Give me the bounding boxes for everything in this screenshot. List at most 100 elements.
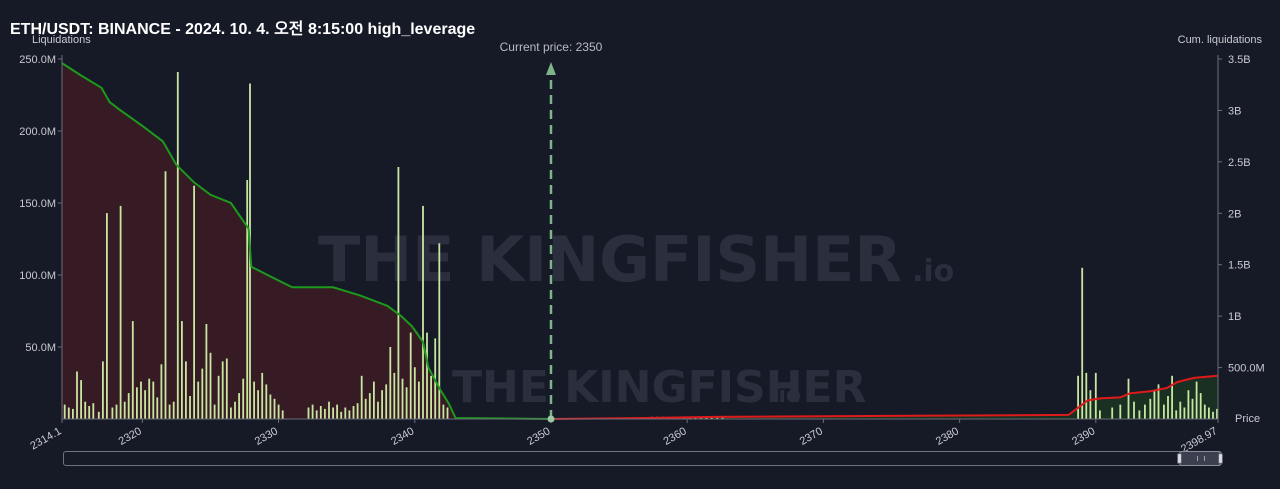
liquidation-bar (1171, 375, 1173, 419)
liquidation-bar (356, 403, 359, 419)
liquidation-bar (242, 378, 245, 419)
liquidation-bar (319, 406, 322, 419)
liquidation-bar (80, 380, 82, 419)
liquidation-bar (430, 375, 432, 419)
short-cumulative-line (550, 374, 1219, 420)
liquidation-bar (172, 401, 175, 419)
liquidation-bar (1195, 381, 1198, 419)
liquidation-bar (111, 407, 114, 419)
cumulative-areas (62, 63, 1218, 419)
liquidation-bar (328, 401, 330, 419)
liquidation-bar (405, 387, 408, 419)
liquidation-bar (234, 401, 236, 419)
liquidation-bar (1191, 398, 1194, 419)
liquidation-bar (721, 416, 724, 419)
liquidation-bar (230, 407, 232, 419)
current-price-label: Current price: 2350 (500, 40, 603, 54)
y-axis-left-label: Liquidations (32, 34, 91, 46)
liquidation-bar (332, 407, 334, 419)
liquidation-bar (368, 393, 371, 419)
liquidation-bar (67, 407, 70, 419)
long-cumulative-area (62, 63, 551, 419)
liquidation-bar (201, 368, 204, 419)
liquidation-bar (1138, 410, 1141, 419)
cumulative-lines (61, 62, 1219, 420)
liquidation-bar (140, 381, 142, 419)
liquidation-bar (277, 404, 280, 419)
liquidation-bar (422, 205, 424, 419)
watermark-brand-large: THE KINGFISHER (318, 223, 902, 296)
liquidation-bar (1199, 393, 1202, 419)
liquidation-bar (716, 416, 719, 419)
liquidation-bar (63, 404, 66, 419)
liquidation-bar (156, 397, 159, 419)
x-tick-label: 2380 (934, 425, 961, 448)
liquidation-bar (1203, 404, 1206, 419)
liquidation-bar (127, 393, 130, 419)
liquidation-bar (1119, 404, 1122, 419)
liquidation-bar (401, 378, 404, 419)
liquidation-bar (360, 375, 363, 419)
liquidation-bar (1133, 401, 1135, 419)
y-left-tick-label: 150.0M (19, 198, 56, 210)
liquidation-bar (246, 180, 249, 419)
y-left-tick-label: 250.0M (19, 54, 56, 66)
liquidation-bar (131, 321, 134, 419)
watermark: THE KINGFISHER .io THE KINGFISHER .io (318, 223, 954, 413)
liquidation-bar (446, 407, 449, 419)
liquidation-bar (225, 358, 228, 419)
liquidation-bar (348, 410, 351, 419)
y-left-tick-label: 50.0M (25, 342, 56, 354)
liquidation-bar (84, 401, 87, 419)
liquidation-bar (281, 410, 284, 419)
liquidation-bar (413, 367, 416, 419)
liquidation-bar (1153, 390, 1156, 419)
x-tick-label: 2370 (798, 425, 825, 448)
liquidation-bar (217, 375, 220, 419)
chart-title: ETH/USDT: BINANCE - 2024. 10. 4. 오전 8:15… (10, 21, 476, 38)
liquidation-bar (185, 361, 187, 419)
liquidation-bar (123, 401, 126, 419)
slider-right-handle[interactable] (1218, 453, 1223, 464)
y-right-tick-label: 2B (1228, 208, 1241, 220)
y-right-tick-label: 1.5B (1228, 260, 1251, 272)
range-slider-window[interactable] (1177, 451, 1223, 466)
liquidation-bar (253, 381, 255, 419)
watermark-brand-small: THE KINGFISHER (452, 362, 867, 413)
y-left-tick-label: 100.0M (19, 270, 56, 282)
liquidation-bar (265, 384, 268, 419)
liquidation-bar (364, 398, 367, 419)
x-axis-label: Price (1235, 413, 1260, 425)
short-cumulative-area (550, 375, 1218, 419)
liquidation-bar (336, 404, 338, 419)
liquidation-bar (393, 372, 396, 419)
liquidation-bar (102, 361, 104, 419)
liquidation-bar (72, 408, 74, 419)
liquidation-bar (88, 406, 91, 419)
liquidation-bar (340, 411, 343, 419)
liquidation-bar (115, 404, 118, 419)
liquidation-bar (160, 364, 163, 419)
liquidation-bar (385, 384, 388, 419)
slider-grip-icon (1197, 456, 1205, 461)
liquidation-bar (164, 171, 167, 419)
liquidation-bar (238, 393, 240, 419)
liquidation-bar (76, 371, 78, 419)
liquidation-bar (1163, 404, 1165, 419)
liquidation-bar (1089, 390, 1092, 419)
liquidation-bar (311, 404, 314, 419)
slider-left-handle[interactable] (1177, 453, 1182, 464)
liquidation-bar (307, 407, 310, 419)
liquidation-bar (324, 408, 326, 419)
liquidation-bar (1157, 384, 1160, 419)
range-slider[interactable] (63, 451, 1223, 466)
liquidation-bar (1127, 378, 1130, 419)
y-right-tick-label: 1B (1228, 311, 1241, 323)
liquidation-bar (1167, 396, 1169, 419)
liquidation-bar (136, 387, 138, 419)
liquidation-bar (377, 401, 379, 419)
x-tick-label: 2330 (253, 425, 280, 448)
x-tick-label: 2350 (525, 425, 552, 448)
liquidation-bar (1216, 408, 1218, 419)
